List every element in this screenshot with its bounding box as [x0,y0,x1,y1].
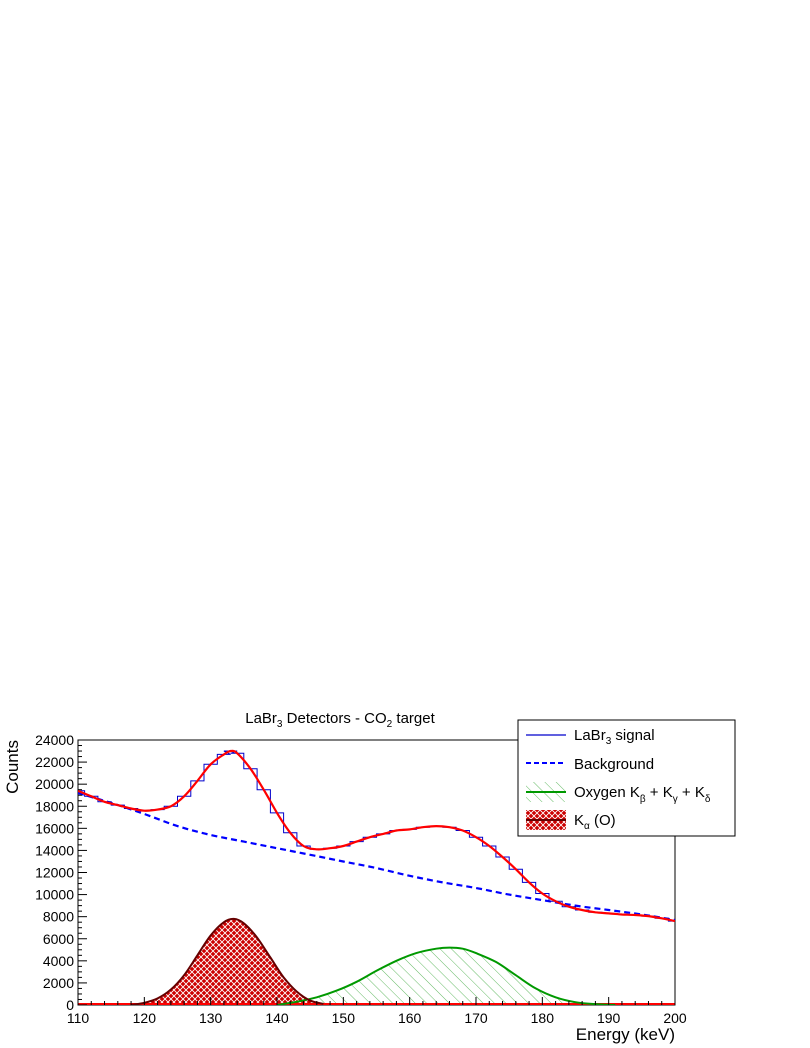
y-tick-label: 8000 [43,909,74,925]
series-signal-fit [78,749,675,923]
chart-title: LaBr3 Detectors - CO2 target [245,710,435,730]
x-tick-label: 190 [597,1010,621,1026]
x-axis: 110 120 130 140 150 160 170 180 190 200 [67,997,687,1026]
legend-entry-oxygen: Oxygen Kβ + Kγ + Kδ [526,782,711,805]
y-tick-label: 24000 [35,732,74,748]
series-background [78,791,675,922]
svg-text:Oxygen Kβ + Kγ + Kδ: Oxygen Kβ + Kγ + Kδ [574,784,711,805]
legend-entry-kalpha: Kα (O) [526,810,616,832]
x-tick-label: 110 [67,1010,90,1026]
y-tick-label: 12000 [35,865,74,881]
y-tick-label: 14000 [35,842,74,858]
y-tick-label: 18000 [35,798,74,814]
series-oxygen-line [276,946,616,1005]
svg-text:LaBr3 signal: LaBr3 signal [574,727,655,747]
y-tick-label: 4000 [43,953,74,969]
series-kalpha-line [130,917,324,1005]
y-tick-label: 10000 [35,887,74,903]
y-axis-title: Counts [3,740,22,794]
x-tick-label: 160 [398,1010,422,1026]
series-oxygen-area [277,947,616,1005]
x-tick-label: 130 [199,1010,223,1026]
series-kalpha-area [131,918,324,1005]
x-tick-label: 120 [133,1010,157,1026]
x-tick-label: 200 [663,1010,687,1026]
svg-text:Kα (O): Kα (O) [574,812,616,832]
x-axis-title: Energy (keV) [576,1025,675,1044]
y-tick-label: 2000 [43,975,74,991]
x-tick-label: 170 [464,1010,488,1026]
svg-text:Background: Background [574,756,654,773]
y-tick-label: 0 [66,997,74,1013]
y-axis: 0 2000 4000 6000 8000 10000 12000 14000 16000 180… [35,732,87,1013]
y-tick-label: 16000 [35,820,74,836]
legend: LaBr3 signal Background Oxygen Kβ + Kγ +… [517,719,736,837]
x-tick-label: 140 [265,1010,289,1026]
legend-entry-background: Background [526,756,654,773]
y-tick-label: 6000 [43,931,74,947]
legend-entry-signal: LaBr3 signal [526,727,655,747]
y-tick-label: 22000 [35,754,74,770]
x-tick-label: 180 [531,1010,555,1026]
x-tick-label: 150 [332,1010,356,1026]
y-tick-label: 20000 [35,776,74,792]
